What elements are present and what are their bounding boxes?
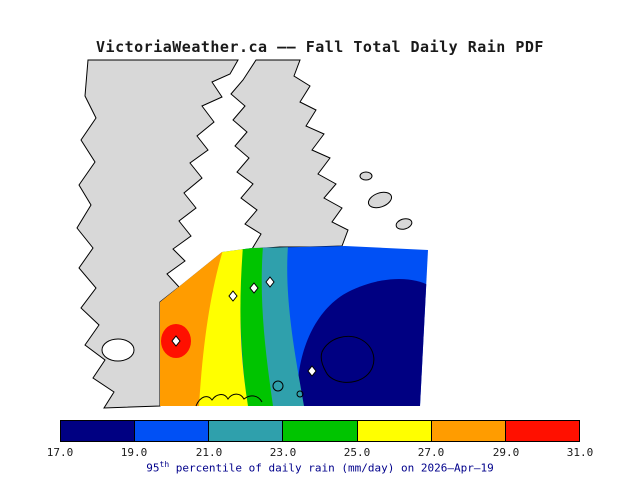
colorbar-segment <box>505 421 579 441</box>
colorbar-segment <box>357 421 432 441</box>
station-diamond <box>171 335 181 347</box>
colorbar-tick-label: 21.0 <box>195 446 223 459</box>
station-diamond <box>228 290 238 302</box>
station-markers <box>171 276 317 377</box>
colorbar-segment <box>283 421 358 441</box>
contour-17-19 <box>297 279 428 406</box>
colorbar-caption: 95th percentile of daily rain (mm/day) o… <box>0 460 640 475</box>
colorbar-segment <box>135 421 210 441</box>
station-diamond <box>249 282 259 294</box>
plot-title: VictoriaWeather.ca –– Fall Total Daily R… <box>96 38 544 56</box>
colorbar-tick-label: 27.0 <box>417 446 445 459</box>
colorbar-tick-label: 29.0 <box>492 446 520 459</box>
station-diamond <box>265 276 275 288</box>
rain-contour-field <box>160 246 428 406</box>
colorbar-tick-label: 19.0 <box>120 446 148 459</box>
colorbar-segment <box>209 421 284 441</box>
contour-25-27 <box>198 246 248 406</box>
coastline-overlays <box>195 336 375 407</box>
caption-text: percentile of daily rain (mm/day) on 202… <box>169 461 494 475</box>
colorbar-tick-label: 31.0 <box>566 446 594 459</box>
colorbar <box>60 420 580 442</box>
contour-23-25 <box>240 246 273 406</box>
colorbar-tick-label: 23.0 <box>269 446 297 459</box>
colorbar-segment <box>61 421 136 441</box>
land-peninsula <box>230 59 349 250</box>
contour-21-23 <box>260 246 304 406</box>
colorbar-tick-label: 25.0 <box>343 446 371 459</box>
colorbar-ticks: 17.0 19.0 21.0 23.0 25.0 27.0 29.0 31.0 <box>0 446 640 460</box>
lake <box>101 338 135 362</box>
caption-superscript: th <box>159 460 170 469</box>
islands-offshore <box>359 171 413 230</box>
colorbar-tick-label: 17.0 <box>46 446 74 459</box>
station-diamond <box>307 365 317 377</box>
caption-number: 95 <box>146 461 160 475</box>
colorbar-segment <box>431 421 506 441</box>
